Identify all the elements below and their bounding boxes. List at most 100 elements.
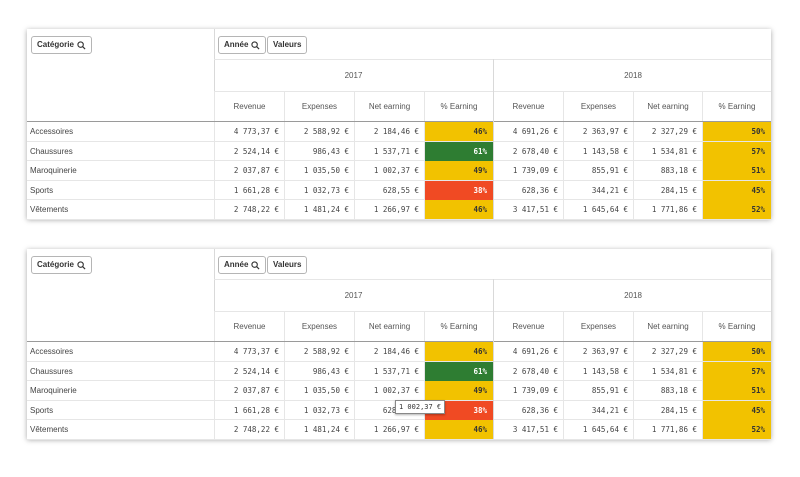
cell-revenue-2018[interactable]: 2 678,40 € xyxy=(493,141,563,161)
cell-net-earning-2018[interactable]: 2 327,29 € xyxy=(633,342,702,361)
col-header-revenue-2017[interactable]: Revenue xyxy=(214,92,284,122)
cell-expenses-2017[interactable]: 986,43 € xyxy=(284,361,354,381)
col-header-revenue-2018[interactable]: Revenue xyxy=(493,312,563,342)
cell-net-earning-2018[interactable]: 1 771,86 € xyxy=(633,420,702,439)
cell-net-earning-2018[interactable]: 1 534,81 € xyxy=(633,141,702,161)
row-label[interactable]: Maroquinerie xyxy=(30,386,77,395)
cell-pct-earning-2018[interactable]: 52% xyxy=(702,420,771,439)
col-header-expenses-2018[interactable]: Expenses xyxy=(563,312,633,342)
cell-expenses-2018[interactable]: 2 363,97 € xyxy=(563,342,633,361)
values-button[interactable]: Valeurs xyxy=(267,256,308,274)
cell-revenue-2017[interactable]: 4 773,37 € xyxy=(214,122,284,141)
cell-revenue-2017[interactable]: 2 037,87 € xyxy=(214,381,284,400)
row-label[interactable]: Sports xyxy=(30,405,54,415)
col-header-pct-earning-2018[interactable]: % Earning xyxy=(702,312,771,342)
cell-expenses-2018[interactable]: 2 363,97 € xyxy=(563,122,633,141)
col-header-pct-earning-2017[interactable]: % Earning xyxy=(424,92,493,122)
cell-revenue-2017[interactable]: 2 748,22 € xyxy=(214,420,284,439)
cell-net-earning-2018[interactable]: 883,18 € xyxy=(633,161,702,180)
col-header-revenue-2018[interactable]: Revenue xyxy=(493,92,563,122)
cell-pct-earning-2018[interactable]: 51% xyxy=(702,161,771,180)
cell-expenses-2017[interactable]: 1 481,24 € xyxy=(284,420,354,439)
cell-expenses-2018[interactable]: 344,21 € xyxy=(563,400,633,420)
cell-pct-earning-2017[interactable]: 46% xyxy=(424,200,493,219)
values-button[interactable]: Valeurs xyxy=(267,36,308,54)
row-label[interactable]: Accessoires xyxy=(30,127,74,136)
col-header-expenses-2017[interactable]: Expenses xyxy=(284,92,354,122)
cell-pct-earning-2018[interactable]: 57% xyxy=(702,141,771,161)
cell-revenue-2017[interactable]: 1 661,28 € xyxy=(214,400,284,420)
cell-expenses-2018[interactable]: 855,91 € xyxy=(563,381,633,400)
cell-expenses-2018[interactable]: 1 143,58 € xyxy=(563,141,633,161)
cell-net-earning-2018[interactable]: 883,18 € xyxy=(633,381,702,400)
cell-net-earning-2017[interactable]: 628,55 € xyxy=(354,180,424,200)
cell-net-earning-2017[interactable]: 1 266,97 € xyxy=(354,200,424,219)
cell-expenses-2017[interactable]: 1 035,50 € xyxy=(284,381,354,400)
col-header-net-earning-2018[interactable]: Net earning xyxy=(633,312,702,342)
cell-net-earning-2018[interactable]: 2 327,29 € xyxy=(633,122,702,141)
cell-expenses-2018[interactable]: 855,91 € xyxy=(563,161,633,180)
cell-expenses-2017[interactable]: 1 035,50 € xyxy=(284,161,354,180)
cell-expenses-2017[interactable]: 1 032,73 € xyxy=(284,400,354,420)
cell-revenue-2018[interactable]: 3 417,51 € xyxy=(493,420,563,439)
cell-pct-earning-2017[interactable]: 38% xyxy=(424,180,493,200)
cell-revenue-2018[interactable]: 1 739,09 € xyxy=(493,161,563,180)
col-header-net-earning-2018[interactable]: Net earning xyxy=(633,92,702,122)
cell-net-earning-2018[interactable]: 1 771,86 € xyxy=(633,200,702,219)
cell-revenue-2018[interactable]: 3 417,51 € xyxy=(493,200,563,219)
cell-net-earning-2017[interactable]: 1 002,37 € xyxy=(354,161,424,180)
cell-revenue-2018[interactable]: 628,36 € xyxy=(493,180,563,200)
col-header-expenses-2018[interactable]: Expenses xyxy=(563,92,633,122)
cell-net-earning-2017[interactable]: 1 002,37 € xyxy=(354,381,424,400)
cell-pct-earning-2018[interactable]: 57% xyxy=(702,361,771,381)
col-header-pct-earning-2017[interactable]: % Earning xyxy=(424,312,493,342)
cell-net-earning-2017[interactable]: 2 184,46 € xyxy=(354,342,424,361)
cell-pct-earning-2018[interactable]: 51% xyxy=(702,381,771,400)
cell-pct-earning-2018[interactable]: 45% xyxy=(702,400,771,420)
cell-revenue-2018[interactable]: 2 678,40 € xyxy=(493,361,563,381)
cell-pct-earning-2017[interactable]: 49% xyxy=(424,161,493,180)
cell-net-earning-2017[interactable]: 1 537,71 € xyxy=(354,361,424,381)
cell-expenses-2017[interactable]: 986,43 € xyxy=(284,141,354,161)
cell-expenses-2018[interactable]: 1 143,58 € xyxy=(563,361,633,381)
row-label[interactable]: Chaussures xyxy=(30,146,73,156)
cell-pct-earning-2017[interactable]: 61% xyxy=(424,141,493,161)
year-filter-button[interactable]: Année xyxy=(218,256,267,274)
cell-net-earning-2018[interactable]: 284,15 € xyxy=(633,400,702,420)
cell-net-earning-2018[interactable]: 1 534,81 € xyxy=(633,361,702,381)
cell-expenses-2017[interactable]: 1 032,73 € xyxy=(284,180,354,200)
row-label[interactable]: Vêtements xyxy=(30,205,69,214)
row-label[interactable]: Accessoires xyxy=(30,347,74,356)
category-filter-button[interactable]: Catégorie xyxy=(31,256,92,274)
col-header-expenses-2017[interactable]: Expenses xyxy=(284,312,354,342)
col-header-net-earning-2017[interactable]: Net earning xyxy=(354,312,424,342)
cell-revenue-2017[interactable]: 2 748,22 € xyxy=(214,200,284,219)
row-label[interactable]: Sports xyxy=(30,185,54,195)
cell-expenses-2018[interactable]: 1 645,64 € xyxy=(563,200,633,219)
cell-net-earning-2017[interactable]: 2 184,46 € xyxy=(354,122,424,141)
cell-revenue-2018[interactable]: 628,36 € xyxy=(493,400,563,420)
cell-revenue-2018[interactable]: 4 691,26 € xyxy=(493,122,563,141)
cell-pct-earning-2017[interactable]: 46% xyxy=(424,122,493,141)
cell-net-earning-2017[interactable]: 1 537,71 € xyxy=(354,141,424,161)
cell-revenue-2018[interactable]: 4 691,26 € xyxy=(493,342,563,361)
cell-revenue-2017[interactable]: 2 524,14 € xyxy=(214,141,284,161)
cell-pct-earning-2018[interactable]: 50% xyxy=(702,122,771,141)
cell-expenses-2018[interactable]: 1 645,64 € xyxy=(563,420,633,439)
row-label[interactable]: Maroquinerie xyxy=(30,166,77,175)
category-filter-button[interactable]: Catégorie xyxy=(31,36,92,54)
year-filter-button[interactable]: Année xyxy=(218,36,267,54)
cell-net-earning-2017[interactable]: 1 266,97 € xyxy=(354,420,424,439)
cell-pct-earning-2017[interactable]: 46% xyxy=(424,342,493,361)
cell-revenue-2017[interactable]: 1 661,28 € xyxy=(214,180,284,200)
cell-pct-earning-2017[interactable]: 61% xyxy=(424,361,493,381)
cell-net-earning-2018[interactable]: 284,15 € xyxy=(633,180,702,200)
cell-revenue-2018[interactable]: 1 739,09 € xyxy=(493,381,563,400)
cell-revenue-2017[interactable]: 2 524,14 € xyxy=(214,361,284,381)
cell-expenses-2018[interactable]: 344,21 € xyxy=(563,180,633,200)
col-header-net-earning-2017[interactable]: Net earning xyxy=(354,92,424,122)
row-label[interactable]: Vêtements xyxy=(30,425,69,434)
col-header-pct-earning-2018[interactable]: % Earning xyxy=(702,92,771,122)
cell-pct-earning-2017[interactable]: 49% xyxy=(424,381,493,400)
cell-expenses-2017[interactable]: 2 588,92 € xyxy=(284,342,354,361)
